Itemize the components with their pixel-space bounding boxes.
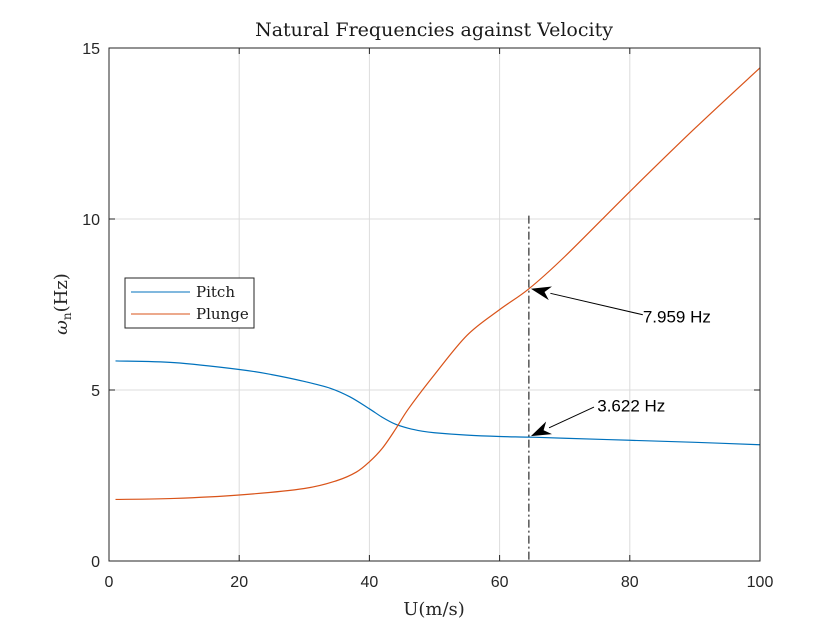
annotation-label: 3.622 Hz [597,396,665,415]
x-tick-label: 20 [230,574,248,591]
x-tick-label: 0 [105,574,114,591]
y-axis-label-subscript: n [60,312,74,320]
series-layer [115,67,761,501]
series-line-plunge [115,67,761,501]
annotation-arrow-shaft [550,292,643,316]
tick-labels: 0 20 40 60 80 100 0 5 10 15 [82,41,773,591]
x-tick-label: 100 [747,574,774,591]
y-tick-label: 15 [82,41,100,58]
series-line-pitch [115,360,761,446]
annotation-arrow-shaft [548,406,595,429]
annotation-arrow-head [530,286,552,301]
legend-label-plunge: Plunge [196,305,249,323]
axes [108,47,761,562]
annotation-arrow-head [530,421,552,437]
legend: Pitch Plunge [124,277,255,329]
plot-frame [108,47,761,562]
annotation-layer: 7.959 Hz 3.622 Hz [530,286,711,437]
legend-label-pitch: Pitch [196,283,235,301]
y-tick-label: 0 [91,554,100,571]
y-axis-label: ωn(Hz) [51,273,74,335]
y-axis-label-unit: (Hz) [51,273,72,312]
x-tick-label: 60 [491,574,509,591]
x-tick-label: 80 [621,574,639,591]
chart-title: Natural Frequencies against Velocity [255,19,613,41]
legend-box [124,277,255,329]
annotation-label: 7.959 Hz [643,307,711,326]
x-axis-label: U(m/s) [403,599,465,620]
x-tick-label: 40 [361,574,379,591]
y-axis-label-symbol: ω [51,320,72,335]
y-tick-label: 10 [82,212,100,229]
y-tick-label: 5 [91,383,100,400]
